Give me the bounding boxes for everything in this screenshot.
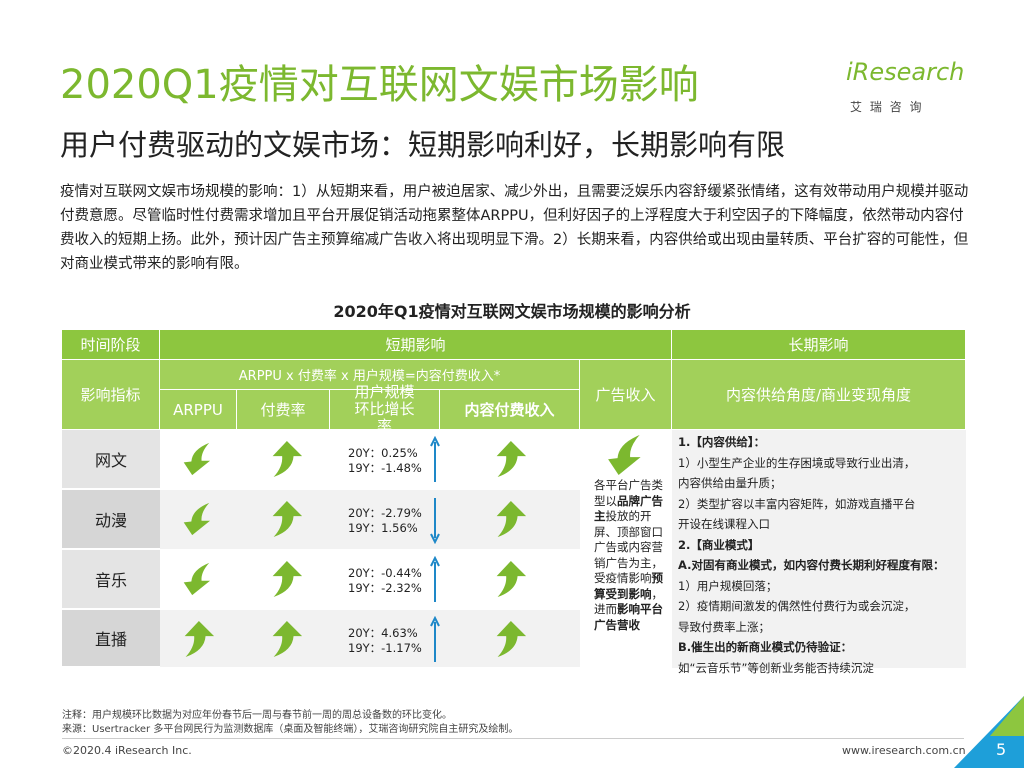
user-scale-19y: 19Y：-2.32%	[348, 581, 422, 595]
sub-header: 付费率	[237, 390, 330, 430]
row-name: 直播	[62, 610, 160, 668]
long-label: 内容供给角度/商业变现角度	[672, 360, 966, 430]
arrow-up	[490, 560, 528, 598]
long-term-line: B.催生出的新商业模式仍待验证：	[678, 640, 853, 654]
ad-text-bold: 品牌广告主	[594, 493, 663, 524]
arrow-down	[182, 502, 216, 536]
row-name: 网文	[62, 430, 160, 490]
website: www.iresearch.com.cn	[842, 744, 966, 757]
ad-text: 各平台广告类型以	[594, 478, 663, 508]
row-name: 动漫	[62, 490, 160, 550]
long-term-line: 开设在线课程入口	[678, 517, 770, 531]
arrow-down	[182, 562, 216, 596]
ad-label: 广告收入	[580, 360, 672, 430]
header-cell: 短期影响	[160, 330, 672, 360]
ad-text-bold: 预算受到影响	[594, 571, 663, 601]
long-term-line: 如“云音乐节”等创新业务能否持续沉淀	[678, 660, 874, 675]
copyright: ©2020.4 iResearch Inc.	[62, 744, 192, 757]
trend-down	[430, 498, 440, 544]
arrow-up	[178, 620, 216, 658]
user-scale: 20Y：0.25% 19Y：-1.48%	[348, 446, 422, 476]
trend-up	[430, 616, 440, 662]
long-term-line: 1）用户规模回落；	[678, 578, 778, 593]
user-scale-19y: 19Y：-1.17%	[348, 641, 422, 655]
long-term-heading: 1.【内容供给】：	[678, 435, 766, 449]
header-cell: 时间阶段	[62, 330, 160, 360]
trend-up	[430, 556, 440, 602]
long-term-heading: 2.【商业模式】	[678, 537, 760, 552]
ad-text: ，进而	[594, 586, 663, 617]
long-cell	[672, 430, 966, 668]
long-term-line: 导致付费率上涨；	[678, 619, 770, 634]
formula: ARPPU x 付费率 x 用户规模=内容付费收入*	[160, 360, 580, 390]
long-term: 1.【内容供给】： 1）小型生产企业的生存困境或导致行业出清， 内容供给由量升质…	[678, 432, 968, 678]
user-scale-19y: 19Y：-1.48%	[348, 461, 422, 475]
arrow-up	[266, 620, 304, 658]
footer-rule	[62, 738, 964, 739]
user-scale-20y: 20Y：-0.44%	[348, 566, 422, 580]
long-term-line: 2）疫情期间激发的偶然性付费行为或会沉淀，	[678, 599, 916, 613]
arrow-up	[266, 560, 304, 598]
user-scale-20y: 20Y：0.25%	[348, 446, 418, 460]
user-scale-20y: 20Y：-2.79%	[348, 506, 422, 520]
trend-up	[430, 436, 440, 482]
page-number: 5	[996, 740, 1007, 759]
long-term-line: 2）类型扩容以丰富内容矩阵，如游戏直播平台	[678, 496, 916, 511]
user-scale-20y: 20Y：4.63%	[348, 626, 418, 640]
arrow-down	[606, 434, 648, 476]
arrow-up	[490, 440, 528, 478]
sub-header: ARPPU	[160, 390, 237, 430]
table: 时间阶段 短期影响 长期影响 影响指标 ARPPU x 付费率 x 用户规模=内…	[62, 330, 966, 670]
user-scale: 20Y：-2.79% 19Y：1.56%	[348, 506, 422, 536]
user-scale-19y: 19Y：1.56%	[348, 521, 418, 535]
sub-header: 内容付费收入	[440, 390, 580, 430]
source: 来源：Usertracker 多平台网民行为监测数据库（桌面及智能终端），艾瑞咨…	[62, 724, 519, 735]
user-scale: 20Y：-0.44% 19Y：-2.32%	[348, 566, 422, 596]
ad-text: 投放的开屏、顶部窗口广告或内容营销广告为主，受疫情影响	[594, 509, 663, 585]
ad-note: 各平台广告类型以品牌广告主投放的开屏、顶部窗口广告或内容营销广告为主，受疫情影响…	[594, 478, 666, 633]
arrow-up	[490, 620, 528, 658]
corner-decor	[954, 696, 1024, 768]
ad-text-bold: 影响平台广告营收	[594, 602, 663, 632]
header-cell: 长期影响	[672, 330, 966, 360]
arrow-down	[182, 442, 216, 476]
table-title: 2020年Q1疫情对互联网文娱市场规模的影响分析	[333, 302, 691, 321]
subtitle: 用户付费驱动的文娱市场：短期影响利好，长期影响有限	[60, 128, 786, 162]
long-term-line: 1）小型生产企业的生存困境或导致行业出清，	[678, 455, 916, 470]
arrow-up	[490, 500, 528, 538]
arrow-up	[266, 500, 304, 538]
ad-cell	[580, 430, 672, 668]
user-scale: 20Y：4.63% 19Y：-1.17%	[348, 626, 422, 656]
row-name: 音乐	[62, 550, 160, 610]
footnote: 注释：用户规模环比数据为对应年份春节后一周与春节前一周的周总设备数的环比变化。	[62, 710, 452, 721]
logo: iResearch	[846, 58, 965, 86]
title: 2020Q1疫情对互联网文娱市场影响	[60, 62, 699, 108]
long-term-line: 内容供给由量升质；	[678, 476, 782, 490]
intro: 疫情对互联网文娱市场规模的影响：1）从短期来看，用户被迫居家、减少外出，且需要泛…	[60, 184, 969, 272]
arrow-up	[266, 440, 304, 478]
long-term-line: A.对固有商业模式，如内容付费长期利好程度有限：	[678, 558, 945, 572]
sub-header: 用户规模环比增长率	[330, 384, 440, 435]
metric-label: 影响指标	[62, 360, 160, 430]
logo-cn: 艾 瑞 咨 询	[850, 100, 924, 114]
